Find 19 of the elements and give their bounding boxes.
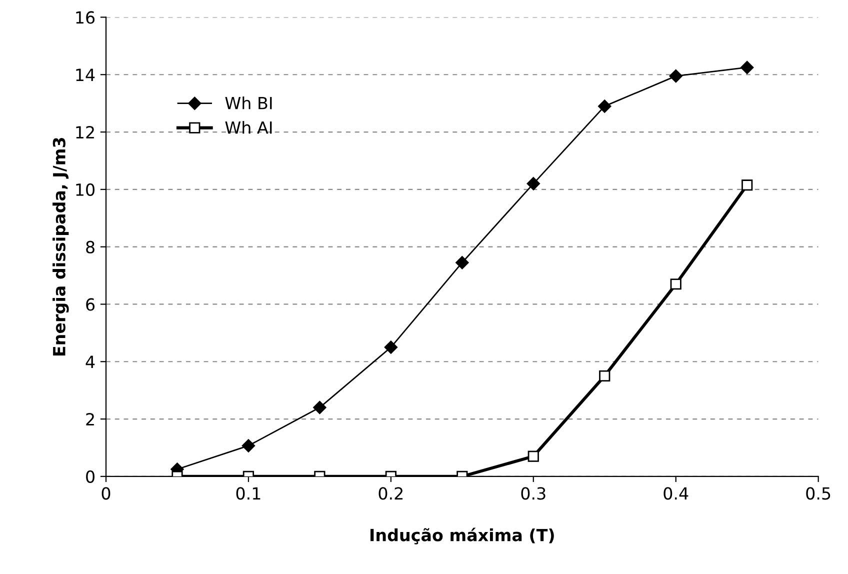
y-tick-label: 8 xyxy=(86,240,94,254)
y-tick-label: 4 xyxy=(86,356,95,368)
y-tick-label: 6 xyxy=(86,298,95,311)
x-tick-label: 0.4 xyxy=(664,487,688,500)
x-axis-title: Indução máxima (T) xyxy=(370,528,554,544)
legend-label: Wh BI xyxy=(225,96,272,110)
x-tick-label: 0.1 xyxy=(236,487,260,500)
x-tick-label: 0.5 xyxy=(806,487,830,500)
x-tick-label: 0 xyxy=(102,487,110,500)
y-tick-label: 2 xyxy=(86,412,94,426)
legend-label: Wh AI xyxy=(225,120,272,134)
x-tick-label: 0.3 xyxy=(521,487,546,500)
y-tick-label: 16 xyxy=(76,11,95,24)
y-tick-label: 14 xyxy=(76,68,95,81)
y-tick-label: 0 xyxy=(86,470,94,483)
y-tick-label: 12 xyxy=(76,126,94,138)
y-axis-title: Energia dissipada, J/m3 xyxy=(52,138,69,356)
x-tick-label: 0.2 xyxy=(378,487,403,500)
y-tick-label: 10 xyxy=(76,183,94,196)
